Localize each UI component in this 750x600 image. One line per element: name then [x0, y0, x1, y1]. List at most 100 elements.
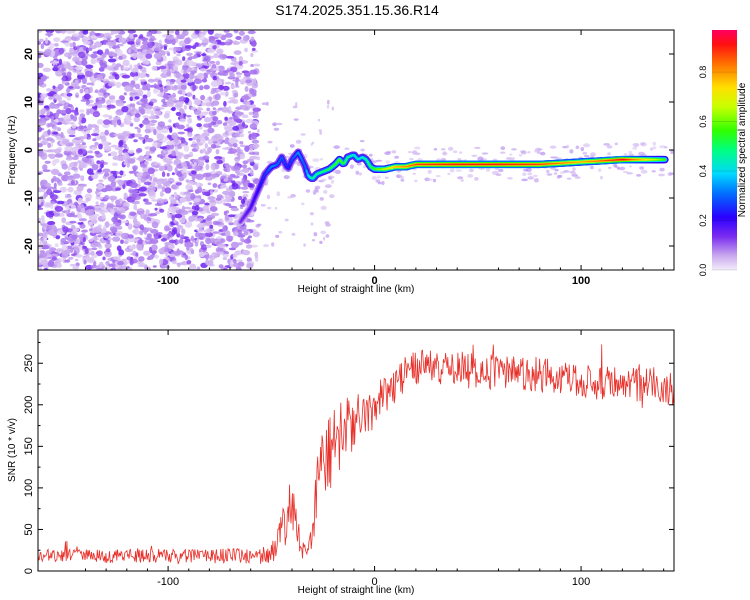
noise-speckle [240, 80, 245, 85]
noise-speckle [143, 229, 148, 235]
noise-speckle [225, 55, 235, 59]
noise-speckle [238, 56, 244, 63]
noise-speckle [159, 208, 165, 213]
noise-speckle [58, 47, 65, 55]
noise-speckle [239, 133, 245, 138]
noise-speckle [118, 55, 123, 60]
noise-speckle [81, 59, 88, 66]
noise-speckle [66, 71, 72, 78]
noise-speckle [147, 41, 154, 49]
noise-speckle [205, 237, 212, 245]
noise-speckle [54, 243, 59, 248]
noise-speckle [253, 112, 259, 119]
noise-speckle [305, 189, 311, 193]
noise-speckle [41, 244, 50, 250]
noise-speckle [248, 103, 256, 109]
colorbar-tick-label: 0.2 [698, 214, 708, 227]
noise-speckle [165, 34, 175, 40]
x-tick-label: 100 [572, 576, 590, 588]
noise-speckle [140, 212, 146, 219]
noise-speckle [127, 41, 135, 45]
noise-speckle [60, 30, 67, 34]
noise-speckle [65, 209, 69, 215]
noise-speckle [121, 220, 129, 224]
noise-speckle [142, 119, 151, 125]
noise-speckle [39, 250, 46, 253]
noise-speckle [46, 137, 53, 142]
noise-speckle [240, 206, 244, 209]
noise-speckle [182, 56, 186, 62]
noise-speckle [118, 37, 126, 43]
noise-speckle [452, 150, 458, 153]
noise-speckle [225, 195, 233, 201]
noise-speckle [174, 137, 179, 144]
noise-speckle [205, 254, 210, 261]
noise-speckle [131, 103, 136, 107]
spectrogram-background [38, 30, 674, 270]
noise-speckle [330, 179, 335, 184]
noise-speckle [391, 150, 397, 154]
noise-speckle [101, 213, 106, 220]
noise-speckle [74, 66, 84, 71]
noise-speckle [396, 174, 400, 179]
noise-speckle [197, 107, 203, 111]
noise-speckle [96, 101, 103, 105]
noise-speckle [58, 58, 63, 65]
noise-speckle [39, 114, 47, 118]
noise-speckle [118, 95, 125, 101]
noise-speckle [293, 118, 299, 121]
noise-speckle [156, 133, 165, 140]
noise-speckle [154, 203, 164, 207]
noise-speckle [184, 221, 193, 228]
noise-speckle [442, 152, 448, 156]
ridge-segment [259, 181, 263, 187]
ridge-segment [254, 192, 258, 198]
noise-speckle [109, 67, 114, 71]
noise-speckle [190, 267, 198, 270]
noise-speckle [110, 181, 117, 187]
noise-speckle [228, 138, 234, 144]
noise-speckle [79, 88, 84, 94]
noise-speckle [149, 176, 153, 181]
noise-speckle [86, 150, 94, 154]
noise-speckle [228, 120, 237, 127]
noise-speckle [45, 30, 55, 34]
spectrogram-ridge-layer [236, 148, 669, 226]
noise-speckle [138, 193, 147, 197]
noise-speckle [155, 108, 161, 112]
noise-speckle [160, 238, 167, 242]
noise-speckle [61, 76, 67, 82]
noise-speckle [242, 190, 250, 194]
noise-speckle [327, 175, 335, 179]
noise-speckle [467, 174, 474, 178]
noise-speckle [414, 179, 418, 183]
noise-speckle [74, 111, 79, 116]
noise-speckle [146, 257, 154, 260]
noise-speckle [79, 223, 86, 229]
noise-speckle [198, 33, 205, 41]
noise-speckle [110, 30, 119, 34]
noise-speckle [73, 46, 78, 51]
noise-speckle [179, 238, 184, 244]
ridge-segment [257, 184, 261, 190]
noise-speckle [603, 143, 611, 146]
noise-speckle [223, 178, 229, 182]
noise-speckle [224, 130, 229, 135]
noise-speckle [212, 116, 219, 122]
noise-speckle [412, 172, 416, 175]
noise-speckle [234, 168, 239, 174]
noise-speckle [163, 178, 168, 182]
noise-speckle [161, 68, 168, 74]
noise-speckle [166, 100, 175, 107]
noise-speckle [143, 81, 147, 85]
noise-speckle [222, 190, 230, 195]
noise-speckle [323, 236, 326, 241]
noise-speckle [132, 165, 138, 171]
noise-speckle [138, 186, 147, 192]
noise-speckle [250, 52, 254, 58]
noise-speckle [179, 234, 185, 239]
noise-speckle [83, 40, 91, 45]
colorbar-tick-label: 0.0 [698, 264, 708, 277]
noise-speckle [477, 156, 484, 161]
noise-speckle [55, 235, 61, 240]
